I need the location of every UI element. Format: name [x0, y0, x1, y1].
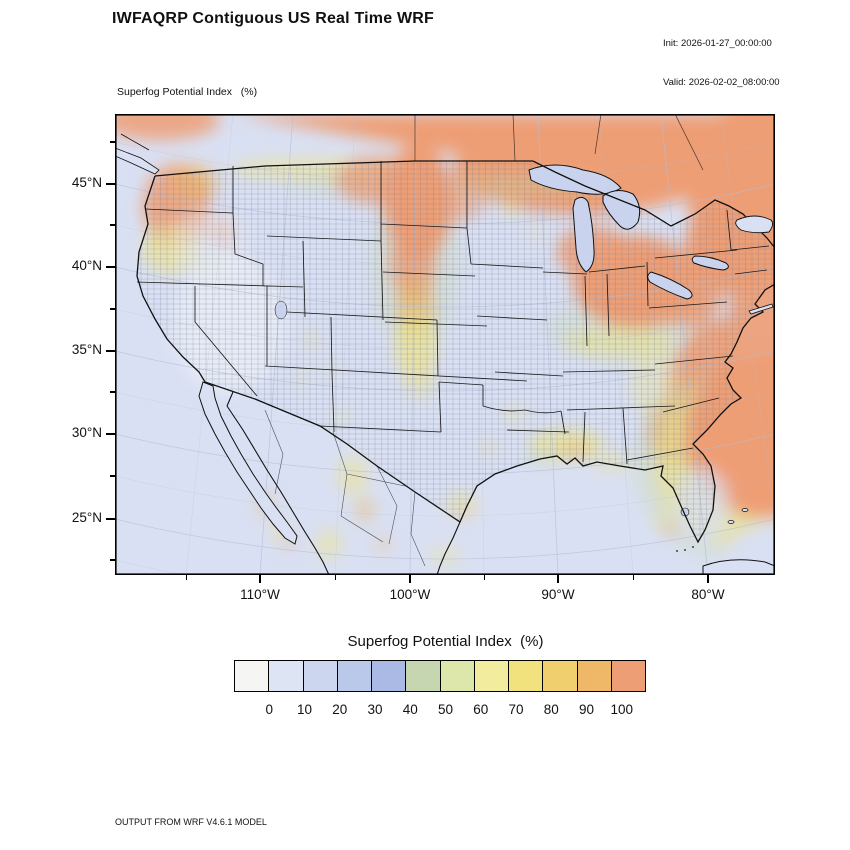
lat-label-25n: 25°N — [71, 510, 102, 525]
axis-tick — [110, 224, 115, 226]
state-boundaries — [136, 161, 770, 465]
axis-tick — [259, 575, 261, 583]
axis-tick — [632, 575, 634, 580]
lon-label-110w: 110°W — [240, 587, 280, 602]
colorbar-tick-label: 0 — [265, 702, 274, 717]
colorbar-tick-label: 50 — [437, 702, 454, 717]
colorbar-segment-11 — [610, 660, 646, 692]
colorbar-segment-5 — [405, 660, 441, 692]
axis-tick — [110, 391, 115, 393]
lat-label-35n: 35°N — [71, 342, 102, 357]
colorbar-tick-label: 60 — [473, 702, 489, 717]
axis-tick — [110, 141, 115, 143]
page-title: IWFAQRP Contiguous US Real Time WRF — [112, 10, 434, 27]
colorbar-segment-1 — [268, 660, 304, 692]
lat-label-40n: 40°N — [71, 258, 102, 273]
colorbar-segment-9 — [542, 660, 578, 692]
canada-boundaries — [414, 114, 704, 171]
colorbar-segment-2 — [302, 660, 338, 692]
axis-tick — [106, 350, 115, 352]
axis-tick — [483, 575, 485, 580]
model-info-line1: OUTPUT FROM WRF V4.6.1 MODEL — [115, 817, 267, 827]
colorbar-segment-4 — [371, 660, 407, 692]
init-time: Init: 2026-01-27_00:00:00 — [663, 38, 772, 49]
colorbar-tick-label: 40 — [402, 702, 418, 717]
conus-map-plot — [115, 114, 775, 575]
run-info: Init: 2026-01-27_00:00:00 Valid: 2026-02… — [663, 11, 780, 115]
lon-label-100w: 100°W — [389, 587, 431, 602]
axis-tick — [409, 575, 411, 583]
lon-label-90w: 90°W — [541, 587, 575, 602]
mexico-boundaries — [264, 409, 426, 567]
colorbar-tick-label: 100 — [610, 702, 634, 717]
colorbar-segment-6 — [439, 660, 475, 692]
axis-tick — [106, 183, 115, 185]
map-frame — [115, 114, 775, 575]
axis-tick — [106, 433, 115, 435]
coastlines — [115, 133, 775, 575]
lon-label-80w: 80°W — [691, 587, 725, 602]
colorbar-tick-label: 70 — [508, 702, 524, 717]
axis-tick — [110, 475, 115, 477]
colorbar-segment-8 — [508, 660, 544, 692]
colorbar-tick-label: 80 — [543, 702, 559, 717]
great-lakes — [274, 164, 729, 517]
colorbar-tick-label: 10 — [296, 702, 313, 717]
valid-time: Valid: 2026-02-02_08:00:00 — [663, 77, 780, 88]
axis-tick — [185, 575, 187, 580]
axis-tick — [110, 559, 115, 561]
axis-tick — [334, 575, 336, 580]
colorbar-tick-label: 90 — [578, 702, 595, 717]
field-label: Superfog Potential Index (%) — [117, 86, 258, 98]
colorbar-tick-label: 20 — [332, 702, 348, 717]
axis-tick — [110, 308, 115, 310]
axis-tick — [707, 575, 709, 583]
colorbar-labels: 0 10 20 30 40 50 60 70 80 90 100 — [234, 702, 657, 718]
colorbar-segment-3 — [336, 660, 372, 692]
colorbar — [234, 660, 657, 692]
colorbar-title: Superfog Potential Index (%) — [347, 633, 544, 650]
colorbar-segment-10 — [576, 660, 612, 692]
colorbar-segment-7 — [473, 660, 509, 692]
lat-label-45n: 45°N — [71, 175, 102, 190]
lat-label-30n: 30°N — [71, 425, 102, 440]
axis-tick — [106, 266, 115, 268]
model-info: OUTPUT FROM WRF V4.6.1 MODEL WE = 580 ; … — [115, 795, 469, 850]
plot-border — [115, 114, 775, 575]
colorbar-tick-label: 30 — [367, 702, 383, 717]
axis-tick — [557, 575, 559, 583]
axis-tick — [106, 518, 115, 520]
colorbar-segment-0 — [234, 660, 270, 692]
